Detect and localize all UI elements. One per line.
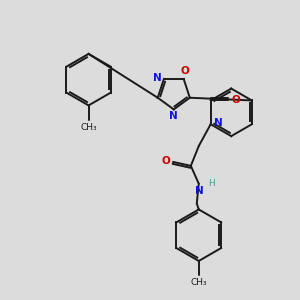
Text: O: O <box>180 66 189 76</box>
Text: N: N <box>153 73 162 83</box>
Text: CH₃: CH₃ <box>190 278 207 287</box>
Text: H: H <box>208 179 214 188</box>
Text: O: O <box>161 156 170 166</box>
Text: N: N <box>169 111 178 122</box>
Text: CH₃: CH₃ <box>80 123 97 132</box>
Text: N: N <box>195 186 204 196</box>
Text: O: O <box>232 95 240 106</box>
Text: N: N <box>214 118 222 128</box>
